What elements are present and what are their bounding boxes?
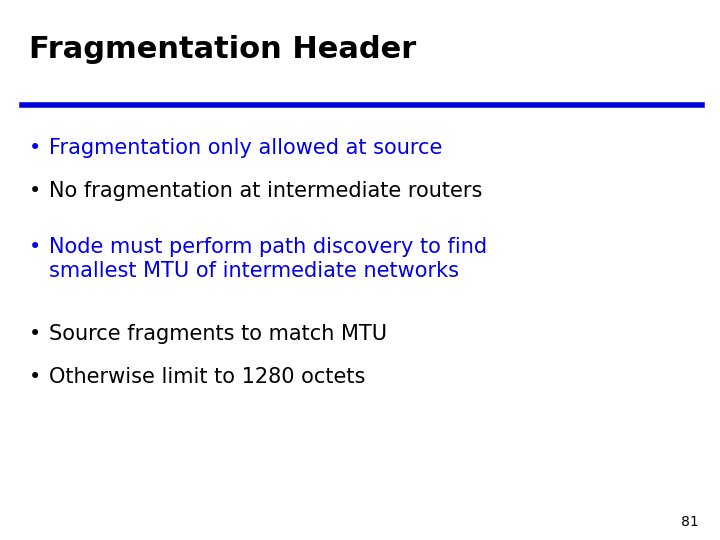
- Text: •: •: [28, 324, 41, 344]
- Text: No fragmentation at intermediate routers: No fragmentation at intermediate routers: [49, 181, 482, 201]
- Text: •: •: [28, 367, 41, 387]
- Text: Fragmentation only allowed at source: Fragmentation only allowed at source: [49, 138, 442, 158]
- Text: 81: 81: [680, 515, 698, 529]
- Text: •: •: [28, 181, 41, 201]
- Text: •: •: [28, 138, 41, 158]
- Text: Source fragments to match MTU: Source fragments to match MTU: [49, 324, 387, 344]
- Text: •: •: [28, 237, 41, 256]
- Text: Otherwise limit to 1280 octets: Otherwise limit to 1280 octets: [49, 367, 365, 387]
- Text: Fragmentation Header: Fragmentation Header: [29, 35, 416, 64]
- Text: Node must perform path discovery to find
smallest MTU of intermediate networks: Node must perform path discovery to find…: [49, 237, 487, 280]
